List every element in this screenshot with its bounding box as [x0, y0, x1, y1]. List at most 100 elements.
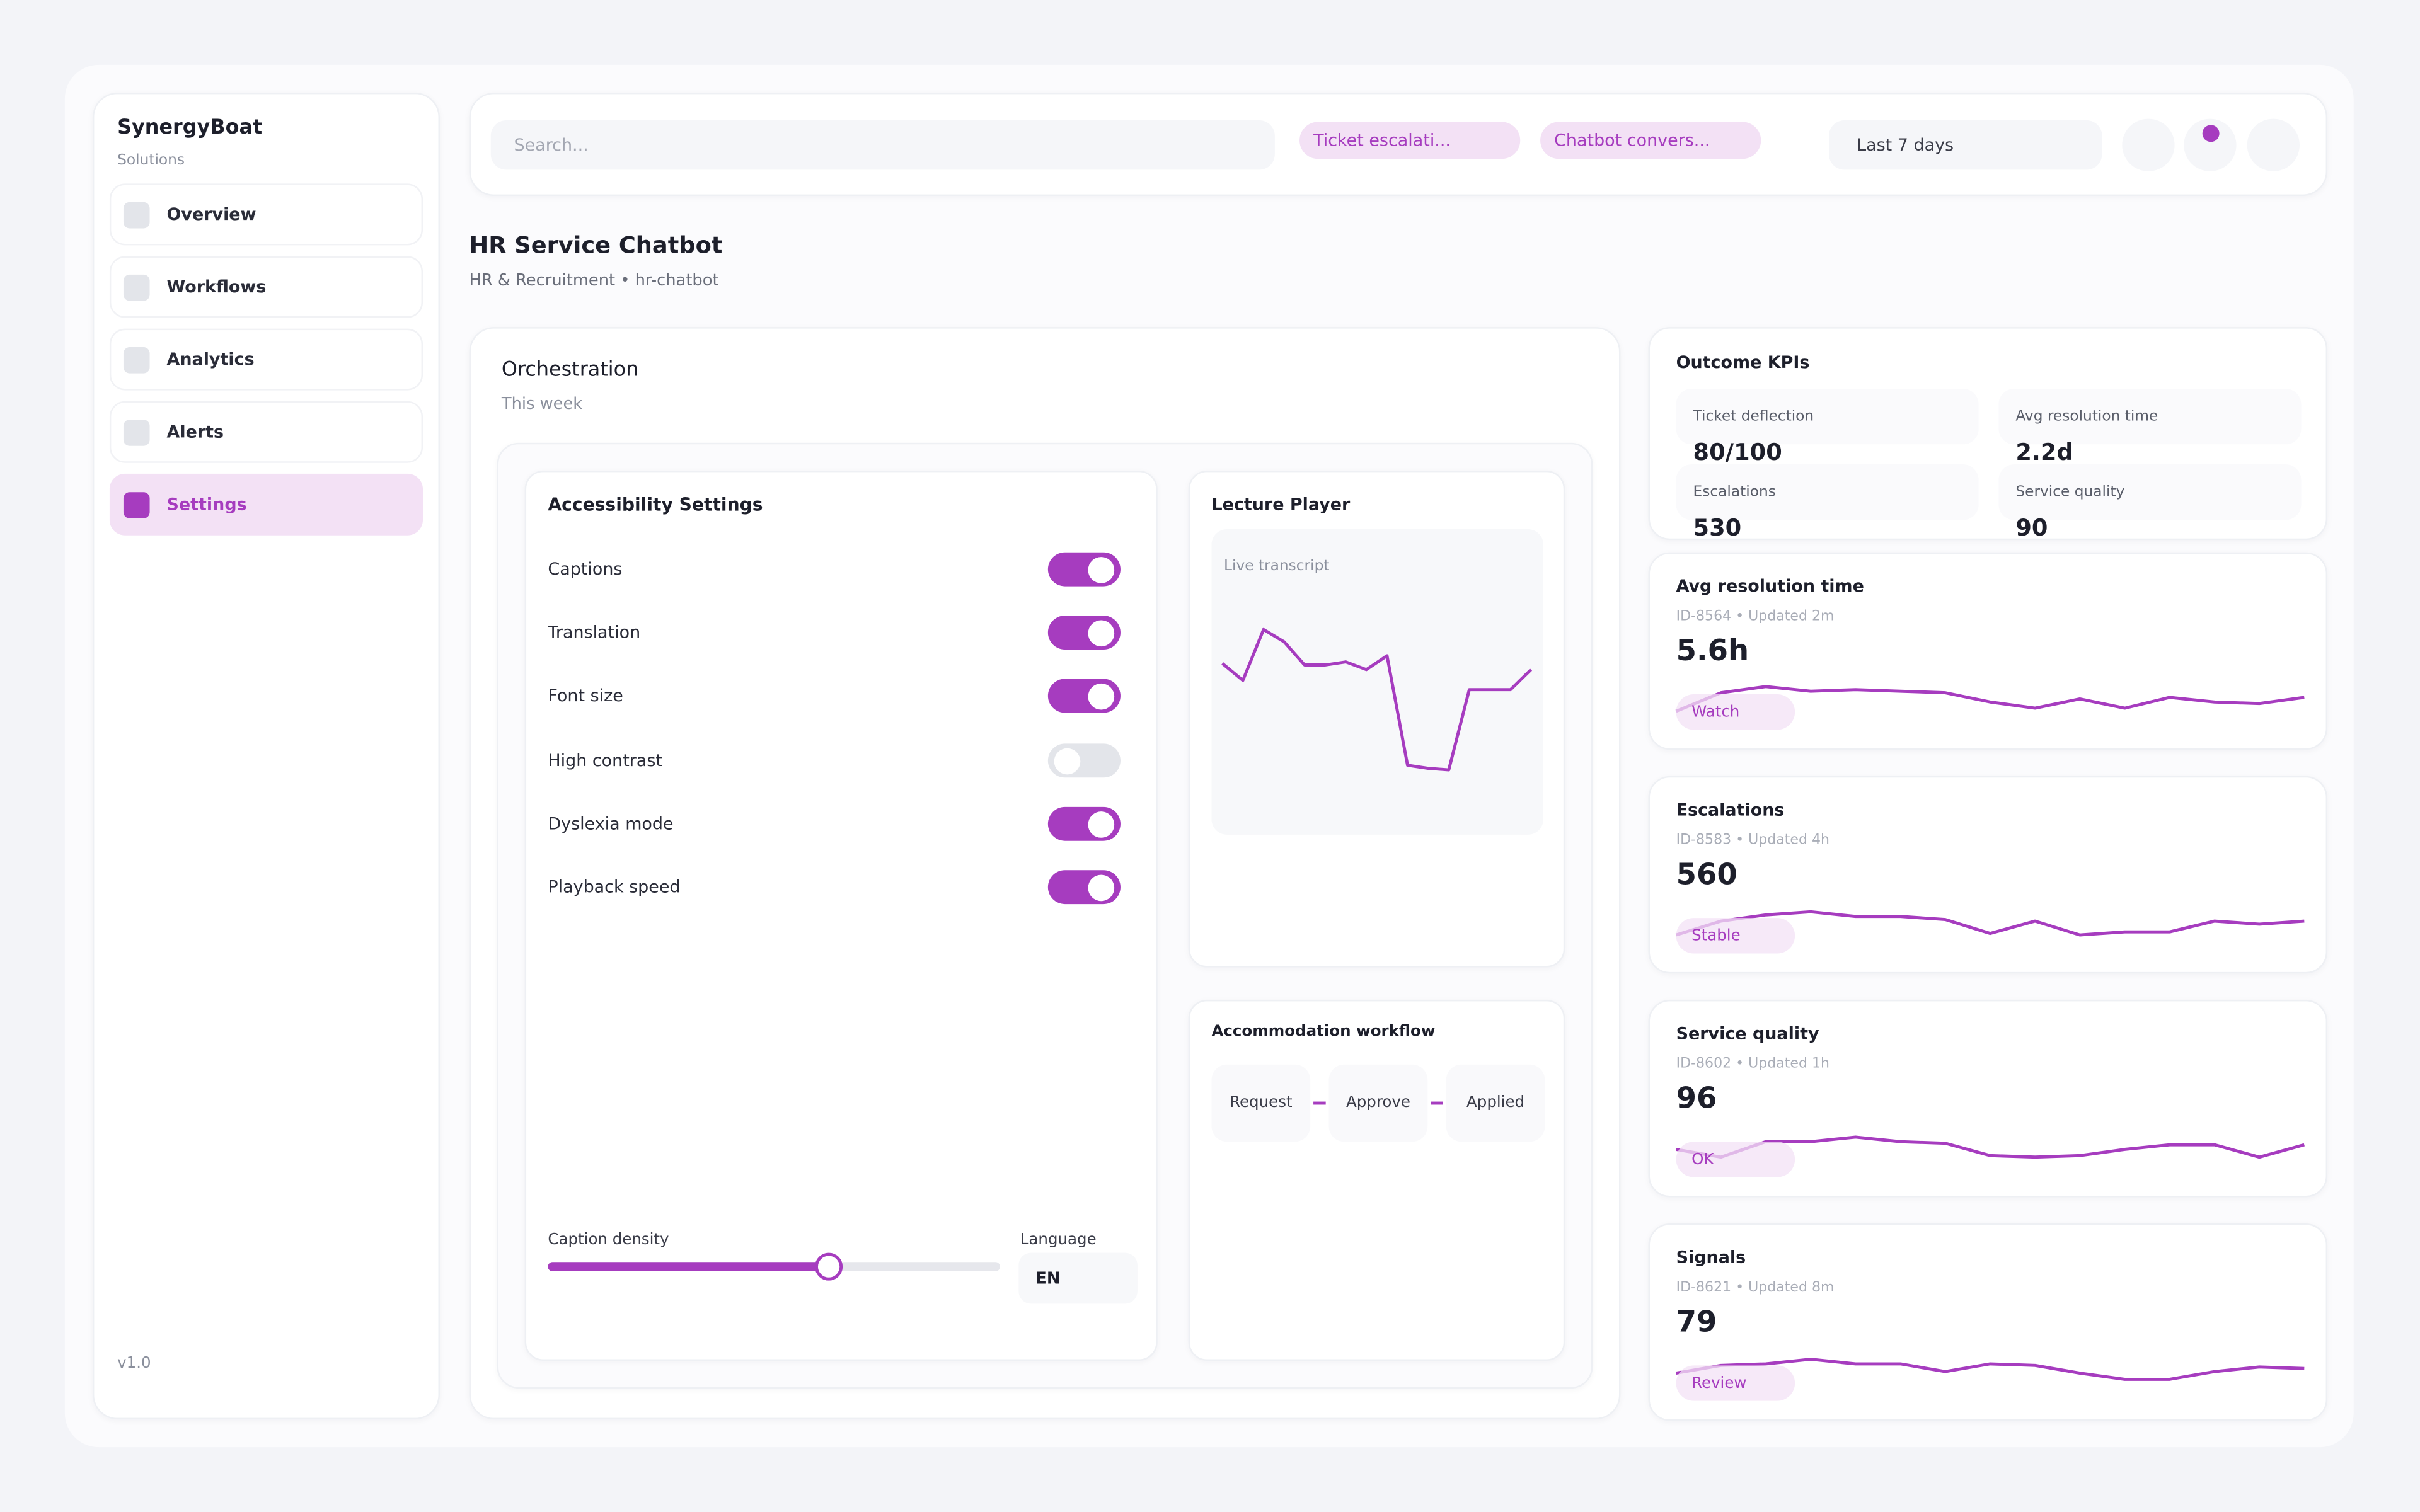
nav-label: Alerts	[166, 421, 224, 442]
kpi-value: 530	[1693, 513, 1742, 542]
search-placeholder: Search...	[514, 135, 589, 156]
search-box[interactable]	[490, 120, 1275, 170]
slider-label: Caption density	[548, 1232, 669, 1249]
filter-chip[interactable]	[1299, 122, 1521, 159]
nav-icon	[123, 274, 150, 301]
filter-chip-label: Ticket escalati...	[1313, 130, 1451, 151]
metric-value: 5.6h	[1676, 634, 1749, 668]
workflow-connector	[1431, 1101, 1443, 1104]
status-badge	[1676, 1365, 1795, 1401]
date-range-label: Last 7 days	[1857, 135, 1954, 156]
kpi-value: 90	[2015, 513, 2048, 542]
nav-icon	[123, 420, 150, 446]
metric-meta: ID-8621 • Updated 8m	[1676, 1280, 1835, 1297]
workflow-card	[1188, 999, 1565, 1361]
accessibility-card	[524, 470, 1158, 1361]
language-label: Language	[1020, 1232, 1097, 1249]
metric-value: 560	[1676, 857, 1737, 892]
notification-dot	[2202, 125, 2220, 142]
kpi-label: Service quality	[2015, 483, 2125, 501]
setting-label: Playback speed	[548, 877, 681, 898]
workflow-step-label: Request	[1230, 1094, 1293, 1112]
kpi-label: Escalations	[1693, 483, 1776, 501]
transcript-label: Live transcript	[1224, 558, 1330, 575]
nav-icon	[123, 347, 150, 374]
kpi-value: 80/100	[1693, 438, 1782, 466]
filter-chip[interactable]	[1540, 122, 1761, 159]
page-title: HR Service Chatbot	[469, 231, 723, 260]
metric-title: Service quality	[1676, 1023, 1819, 1044]
workflow-step-label: Applied	[1466, 1094, 1525, 1112]
sparkline	[1676, 1358, 2305, 1381]
nav-label: Settings	[166, 494, 247, 515]
setting-label: High contrast	[548, 750, 662, 770]
language-select[interactable]	[1018, 1252, 1138, 1304]
nav-item[interactable]	[109, 401, 424, 463]
workflow-connector	[1313, 1101, 1326, 1104]
setting-label: Captions	[548, 559, 623, 580]
setting-label: Font size	[548, 686, 623, 707]
workflow-step	[1328, 1064, 1428, 1142]
toggle-knob	[1088, 684, 1115, 711]
metric-meta: ID-8583 • Updated 4h	[1676, 833, 1829, 849]
filter-chip-label: Chatbot convers...	[1554, 130, 1710, 151]
setting-label: Translation	[548, 622, 641, 643]
status-badge-label: OK	[1691, 1150, 1714, 1168]
icon-button[interactable]	[2247, 118, 2300, 171]
metric-value: 96	[1676, 1081, 1717, 1116]
nav-item[interactable]	[109, 256, 424, 318]
card-title: Accessibility Settings	[548, 493, 763, 515]
transcript-box	[1211, 529, 1543, 835]
nav-item[interactable]	[109, 328, 424, 391]
workflow-step-label: Approve	[1345, 1094, 1410, 1112]
kpi-label: Avg resolution time	[2015, 408, 2158, 425]
toggle-knob	[1088, 557, 1115, 583]
card-title: Accommodation workflow	[1211, 1023, 1436, 1041]
metric-meta: ID-8564 • Updated 2m	[1676, 609, 1835, 625]
kpi-tile	[1998, 464, 2302, 520]
slider-thumb[interactable]	[814, 1252, 843, 1281]
kpi-label: Ticket deflection	[1693, 408, 1814, 425]
nav-icon	[123, 202, 150, 229]
date-range[interactable]	[1829, 120, 2102, 170]
sparkline	[1675, 685, 2305, 713]
setting-label: Dyslexia mode	[548, 813, 674, 834]
toggle-knob	[1088, 874, 1115, 902]
workflow-step	[1446, 1064, 1545, 1142]
status-badge	[1676, 918, 1795, 954]
page-subtitle: HR & Recruitment • hr-chatbot	[469, 272, 719, 290]
nav-item[interactable]	[109, 183, 424, 246]
workflow-step	[1211, 1064, 1311, 1142]
nav-label: Workflows	[166, 277, 267, 297]
metric-title: Escalations	[1676, 799, 1785, 820]
language-value: EN	[1035, 1269, 1061, 1288]
section-subtitle: This week	[501, 394, 583, 414]
kpi-tile	[1676, 389, 1979, 445]
metric-value: 79	[1676, 1305, 1717, 1339]
section-title: Orchestration	[501, 358, 639, 382]
metric-title: Signals	[1676, 1247, 1746, 1268]
nav-item[interactable]	[109, 473, 424, 536]
kpi-tile	[1998, 389, 2302, 445]
transcript-line	[1221, 627, 1533, 772]
status-badge	[1676, 1142, 1795, 1177]
version: v1.0	[117, 1355, 151, 1373]
slider-fill	[548, 1262, 829, 1271]
metric-title: Avg resolution time	[1676, 576, 1864, 597]
nav-label: Overview	[166, 204, 256, 225]
toggle-knob	[1088, 620, 1115, 647]
nav-icon	[123, 492, 150, 518]
metric-meta: ID-8602 • Updated 1h	[1676, 1057, 1829, 1073]
status-badge-label: Review	[1691, 1375, 1747, 1392]
nav-label: Analytics	[166, 349, 255, 370]
kpi-tile	[1676, 464, 1979, 520]
status-badge-label: Watch	[1691, 703, 1740, 721]
icon-button[interactable]	[2122, 118, 2175, 171]
card-title: Lecture Player	[1211, 494, 1351, 515]
sparkline	[1675, 910, 2305, 937]
status-badge-label: Stable	[1691, 927, 1741, 944]
brand-subtitle: Solutions	[117, 152, 185, 169]
